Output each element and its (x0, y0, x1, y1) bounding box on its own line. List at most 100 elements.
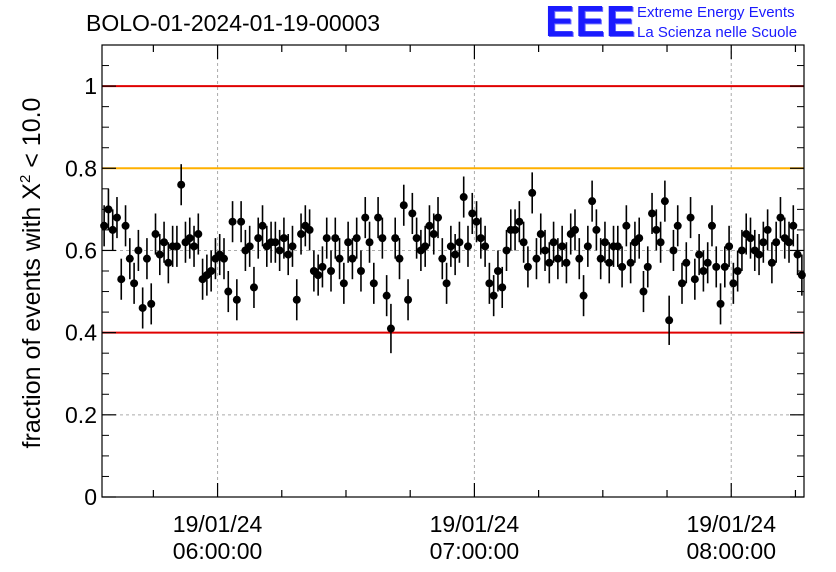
data-point (523, 262, 532, 271)
y-axis-label: fraction of events with X2 < 10.0 (17, 98, 46, 449)
data-point (271, 238, 280, 247)
data-point (600, 238, 609, 247)
data-point (498, 283, 507, 292)
data-point (588, 197, 597, 206)
logo-caption-line1: Extreme Energy Events (637, 4, 795, 21)
data-point (314, 271, 323, 280)
data-point (511, 225, 520, 234)
data-point (138, 303, 147, 312)
data-point (421, 242, 430, 251)
data-point (395, 254, 404, 263)
data-point (155, 250, 164, 259)
data-point (635, 234, 644, 243)
data-point (374, 213, 383, 222)
axes: 00.20.40.60.8119/01/2406:00:0019/01/2407… (65, 45, 804, 564)
data-point (442, 279, 451, 288)
data-point (125, 254, 134, 263)
x-tick-date-label: 19/01/24 (173, 511, 263, 537)
data-point (673, 221, 682, 230)
data-point (275, 246, 284, 255)
data-point (112, 213, 121, 222)
data-point (755, 250, 764, 259)
data-point (737, 246, 746, 255)
data-point (579, 291, 588, 300)
y-tick-label: 0.2 (65, 402, 97, 428)
reference-lines (102, 85, 804, 334)
data-point (665, 316, 674, 325)
data-point (489, 291, 498, 300)
eee-logo: EEE (545, 0, 637, 46)
data-point (669, 246, 678, 255)
y-axis-label-main: fraction of events with X (18, 183, 46, 449)
data-point (596, 254, 605, 263)
data-point (656, 238, 665, 247)
data-point (237, 217, 246, 226)
data-point (121, 221, 130, 230)
data-point (725, 242, 734, 251)
data-point (463, 242, 472, 251)
data-point (177, 180, 186, 189)
data-point (117, 275, 126, 284)
data-point (570, 225, 579, 234)
data-point (331, 234, 340, 243)
data-point (305, 225, 314, 234)
data-point (369, 279, 378, 288)
data-point (759, 238, 768, 247)
data-point (575, 254, 584, 263)
x-tick-time-label: 06:00:00 (173, 538, 263, 564)
data-point (386, 324, 395, 333)
data-point (648, 209, 657, 218)
data-point (207, 267, 216, 275)
data-point (485, 279, 494, 288)
data-point (352, 234, 361, 243)
data-point (142, 254, 151, 263)
data-point (562, 258, 571, 267)
data-point (361, 213, 370, 222)
data-point (399, 201, 408, 210)
data-point (391, 234, 400, 243)
data-point (729, 279, 738, 288)
y-tick-label: 1 (84, 73, 97, 99)
data-point (292, 295, 301, 304)
y-tick-label: 0.8 (65, 155, 97, 181)
data-point (481, 242, 490, 251)
data-point (541, 246, 550, 255)
data-point (160, 238, 169, 247)
data-point (643, 262, 652, 271)
y-axis-label-superscript: 2 (17, 175, 34, 183)
data-point (185, 234, 194, 243)
data-point (219, 254, 228, 263)
data-point (228, 217, 237, 226)
data-point (190, 242, 199, 251)
data-point (348, 254, 357, 263)
data-point (789, 221, 798, 230)
data-point (785, 238, 794, 247)
data-point (476, 234, 485, 243)
y-tick-label: 0.6 (65, 237, 97, 263)
logo-caption-line2: La Scienza nelle Scuole (637, 24, 798, 41)
data-point (682, 258, 691, 267)
data-point (412, 234, 421, 243)
data-point (772, 238, 781, 247)
data-point (720, 262, 729, 271)
data-point (297, 230, 306, 239)
data-point (583, 242, 592, 251)
data-point (652, 225, 661, 234)
data-point (553, 254, 562, 263)
data-point (378, 234, 387, 243)
y-tick-label: 0 (84, 484, 97, 510)
data-point (459, 193, 468, 202)
data-point (622, 221, 631, 230)
data-point (695, 250, 704, 259)
data-point (258, 221, 267, 230)
data-point (429, 230, 438, 239)
data-point (284, 250, 293, 259)
data-point (134, 246, 143, 255)
data-point (493, 267, 502, 275)
data-point (232, 295, 241, 304)
data-point (639, 287, 648, 296)
data-point (164, 258, 173, 267)
data-point (408, 209, 417, 218)
data-point (716, 299, 725, 308)
